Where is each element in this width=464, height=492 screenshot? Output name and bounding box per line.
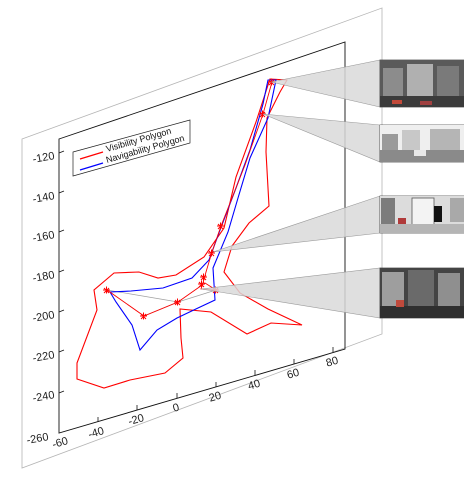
x-tick-labels: -60 -40 -20 0 20 40 60 80 xyxy=(51,355,340,451)
axes-box xyxy=(58,41,346,434)
legend-swatch-visibility xyxy=(79,151,104,160)
camera-marker xyxy=(259,110,266,118)
x-tick-label: 40 xyxy=(247,378,262,393)
y-tick-label: -240 xyxy=(32,389,56,405)
navigability-polygon xyxy=(109,79,277,352)
y-tick-label: -140 xyxy=(32,190,56,206)
y-tick-label: -200 xyxy=(32,309,56,325)
visibility-polygon xyxy=(76,78,303,389)
camera-marker xyxy=(140,312,147,320)
y-tick-label: -120 xyxy=(32,150,56,166)
legend-box xyxy=(72,119,191,177)
panorama-thumbnail-4 xyxy=(379,267,464,319)
camera-marker xyxy=(208,249,215,257)
panorama-thumbnail-3 xyxy=(379,195,464,234)
legend-swatch-navigability xyxy=(79,162,104,171)
panorama-thumbnail-1 xyxy=(379,59,464,108)
x-tick-label: 80 xyxy=(325,355,340,370)
panorama-thumbnail-2 xyxy=(379,124,464,163)
y-tick-label: -260 xyxy=(26,431,50,447)
x-tick-label: -20 xyxy=(127,412,146,428)
camera-marker xyxy=(103,286,110,294)
camera-marker xyxy=(200,273,207,281)
y-axis xyxy=(58,150,65,394)
x-tick-label: 20 xyxy=(208,390,223,405)
camera-marker xyxy=(174,298,181,306)
y-tick-labels: -120 -140 -160 -180 -200 -220 -240 -260 xyxy=(26,150,56,447)
callouts xyxy=(200,59,381,319)
x-axis xyxy=(97,347,334,422)
y-tick-label: -180 xyxy=(32,269,56,285)
y-tick-label: -160 xyxy=(32,229,56,245)
x-tick-label: -60 xyxy=(51,435,70,451)
y-tick-label: -220 xyxy=(32,349,56,365)
camera-marker xyxy=(217,222,224,230)
camera-marker xyxy=(198,280,205,288)
x-tick-label: 60 xyxy=(286,367,301,382)
x-tick-label: -40 xyxy=(87,425,106,441)
x-tick-label: 0 xyxy=(172,402,181,415)
